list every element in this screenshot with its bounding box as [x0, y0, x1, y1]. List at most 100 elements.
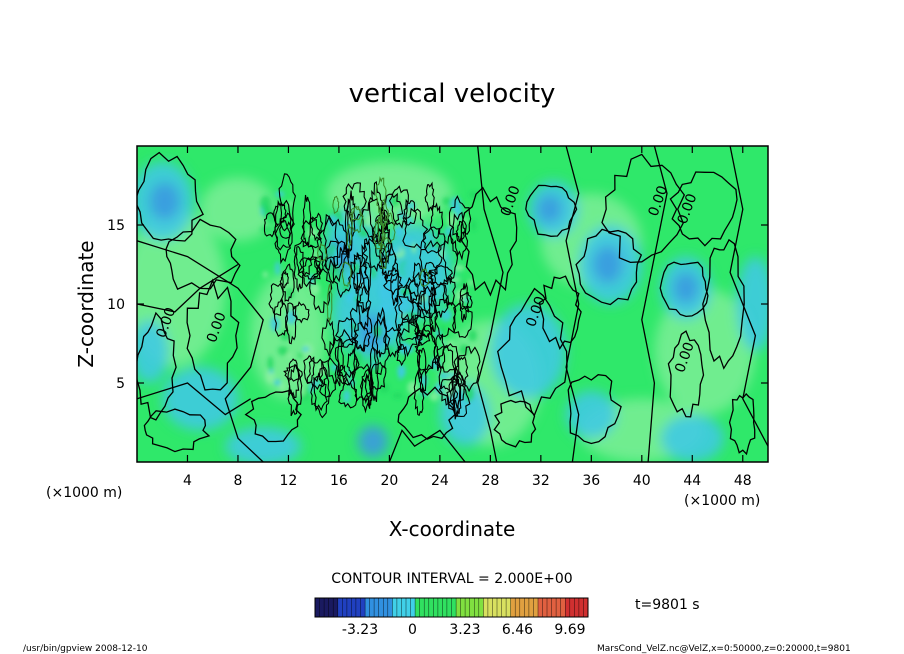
- y-tick-label: 5: [116, 376, 125, 392]
- x-axis-ticks: 4 8 12 16 20 24 28 32 36 40 44 48: [183, 146, 752, 489]
- field-patch-cyan: [736, 256, 768, 352]
- contour-line: [659, 261, 709, 318]
- field-speckle: [468, 279, 474, 286]
- contour-line: [334, 338, 360, 379]
- contour-line: [369, 346, 379, 402]
- field-patch-cyan: [225, 427, 302, 462]
- contour-line: [300, 216, 323, 249]
- colorbar-segment: [492, 598, 498, 617]
- contour-line: [332, 244, 353, 299]
- colorbar-segment: [460, 598, 466, 617]
- colorbar-tick-labels: -3.23 0 3.23 6.46 9.69: [342, 622, 586, 638]
- field-speckle: [450, 196, 462, 213]
- field-speckle: [346, 290, 355, 304]
- contour-line: [362, 232, 386, 273]
- contour-line: [418, 347, 427, 393]
- colorbar-segment: [528, 598, 534, 617]
- contour-line: [186, 278, 240, 391]
- contour-line-positive: [349, 205, 362, 221]
- contour-line: [293, 245, 305, 293]
- field-speckle: [260, 195, 272, 211]
- colorbar-segment: [324, 598, 330, 617]
- x-tick-label: 48: [734, 473, 752, 489]
- contour-line: [274, 223, 292, 265]
- colorbar-segment: [333, 598, 339, 617]
- colorbar-segment: [547, 598, 552, 617]
- contour-line: [452, 302, 473, 339]
- field-speckle: [267, 356, 274, 371]
- contour-line: [431, 281, 449, 318]
- contour-line: [273, 199, 287, 225]
- x-tick-label: 40: [633, 473, 651, 489]
- field-speckle: [429, 391, 439, 401]
- colorbar-segment: [428, 598, 434, 617]
- x-tick-label: 44: [683, 473, 701, 489]
- colorbar-tick-label: 3.23: [449, 622, 480, 638]
- contour-line: [423, 261, 438, 285]
- contour-line: [287, 358, 300, 399]
- contour-line: [335, 316, 359, 348]
- colorbar-segment: [410, 598, 416, 617]
- field-speckle: [270, 316, 280, 332]
- contour-line: [137, 240, 264, 462]
- contour-line: [303, 355, 315, 385]
- contour-line: [397, 386, 456, 440]
- footer-left: /usr/bin/gpview 2008-12-10: [23, 644, 148, 654]
- contour-line: [414, 332, 440, 371]
- contour-line: [318, 357, 338, 398]
- colorbar-segment: [515, 598, 521, 617]
- contour-line: [567, 374, 622, 445]
- contour-line: [309, 264, 333, 313]
- field-speckle: [275, 261, 281, 276]
- colorbar-segment: [365, 598, 371, 617]
- colorbar-segment: [342, 598, 348, 617]
- contour-line: [360, 367, 373, 414]
- contour-line: [433, 333, 446, 372]
- contour-line-positive: [341, 261, 352, 287]
- colorbar-segment: [433, 598, 439, 617]
- field-speckle: [411, 242, 417, 254]
- colorbar-segment: [451, 598, 457, 617]
- contour-line: [395, 313, 418, 358]
- contour-line: [412, 262, 422, 288]
- contour-line: [446, 375, 471, 417]
- contour-line: [323, 240, 350, 285]
- colorbar-segment: [378, 598, 384, 617]
- field-speckle: [385, 320, 393, 334]
- field-speckle: [260, 226, 273, 232]
- contour-line: [457, 346, 481, 393]
- colorbar-segment: [524, 598, 530, 617]
- x-tick-label: 28: [481, 473, 499, 489]
- contour-line: [448, 195, 472, 244]
- colorbar-segment: [556, 598, 562, 617]
- y-axis-label: Z-coordinate: [74, 240, 98, 367]
- field-speckle: [470, 219, 477, 231]
- contour-line: [321, 317, 336, 357]
- contour-line: [641, 146, 668, 462]
- x-axis-label: X-coordinate: [389, 517, 516, 541]
- colorbar-segment: [396, 598, 402, 617]
- contour-line: [402, 198, 417, 226]
- contour-interval-text: CONTOUR INTERVAL = 2.000E+00: [331, 571, 572, 587]
- field-speckle: [333, 247, 341, 264]
- contour-line: [137, 263, 239, 313]
- x-tick-label: 32: [532, 473, 550, 489]
- field-speckle: [331, 264, 339, 273]
- field-speckle: [343, 389, 351, 404]
- contour-line: [525, 184, 578, 237]
- colorbar-segment: [424, 598, 430, 617]
- contour-line: [429, 202, 444, 239]
- contour-line-positive: [379, 199, 389, 229]
- colorbar-segment: [487, 598, 493, 617]
- contour-line: [351, 363, 374, 403]
- field-speckle: [440, 324, 446, 335]
- contour-line: [342, 182, 367, 222]
- contour-line-positive: [373, 216, 384, 251]
- contour-line: [575, 228, 643, 306]
- colorbar-segment: [465, 598, 471, 617]
- contour-line: [346, 190, 356, 247]
- field-speckle: [385, 197, 391, 210]
- contour-line: [375, 306, 387, 358]
- colorbar-segment: [355, 598, 361, 617]
- colorbar-segment: [538, 598, 543, 617]
